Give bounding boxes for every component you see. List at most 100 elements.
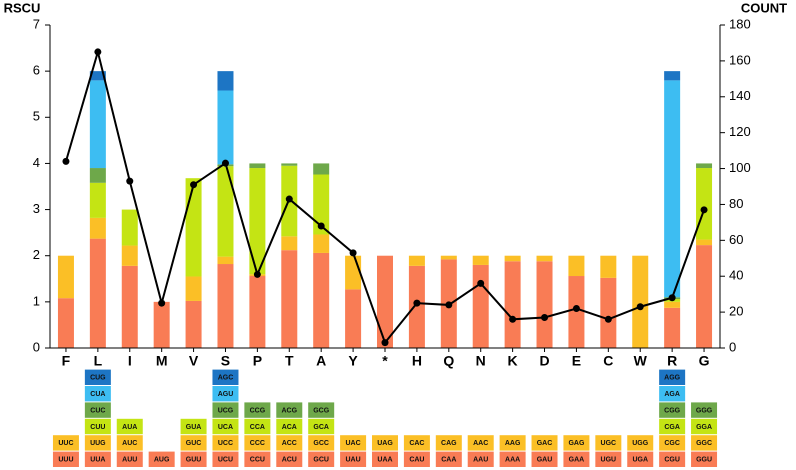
bar-segment — [281, 250, 298, 348]
bar-segment — [600, 255, 617, 278]
codon-label: AAC — [473, 440, 488, 447]
codon-box — [180, 451, 207, 467]
bar-segment — [217, 166, 234, 257]
codon-box — [595, 435, 622, 451]
codon-label: AAA — [505, 457, 520, 464]
codon-label: GUU — [186, 457, 202, 464]
codon-box — [276, 435, 303, 451]
codon-label: GCC — [313, 440, 329, 447]
codon-box — [52, 451, 79, 467]
bar-segment — [89, 182, 106, 218]
bar-segment — [217, 256, 234, 265]
codon-box — [84, 386, 111, 402]
y-tick-label: 6 — [33, 63, 40, 78]
codon-box — [372, 435, 398, 451]
bar-segment — [536, 261, 553, 348]
codon-label: UGC — [601, 440, 617, 447]
x-tick-label: R — [667, 353, 677, 369]
codon-label: AGA — [664, 391, 680, 398]
count-point — [126, 177, 134, 185]
x-tick-label: G — [699, 353, 710, 369]
codon-label: CUC — [90, 407, 105, 414]
codon-label: AUA — [122, 424, 137, 431]
bar-segment — [153, 301, 170, 348]
codon-label: UCA — [218, 424, 233, 431]
codon-label: GGU — [696, 457, 712, 464]
bar-segment — [696, 168, 713, 240]
codon-label: UUU — [58, 457, 73, 464]
codon-box — [84, 369, 111, 385]
y2-tick-label: 60 — [729, 232, 743, 247]
count-point — [221, 159, 229, 167]
codon-box — [691, 402, 718, 418]
count-point — [158, 299, 166, 307]
codon-label: AGU — [218, 391, 234, 398]
codon-box — [563, 451, 590, 467]
bar-segment — [345, 289, 362, 348]
x-tick-label: W — [634, 353, 648, 369]
codon-box — [212, 435, 239, 451]
x-tick-label: L — [94, 353, 103, 369]
codon-label: CUU — [90, 424, 105, 431]
y2-tick-label: 120 — [729, 124, 751, 139]
codon-box — [531, 451, 558, 467]
codon-box — [244, 418, 271, 435]
count-point — [509, 315, 517, 323]
bar-segment — [504, 255, 521, 262]
y2-tick-label: 40 — [729, 268, 743, 283]
codon-box — [467, 451, 494, 467]
codon-box — [308, 418, 335, 435]
codon-label: GAU — [537, 457, 553, 464]
codon-box — [659, 402, 686, 418]
codon-box — [276, 402, 303, 418]
codon-label: GAG — [568, 440, 585, 447]
codon-label: CCC — [250, 440, 265, 447]
codon-label: UCC — [218, 440, 233, 447]
codon-label: AGG — [664, 375, 681, 382]
codon-label: AUU — [122, 457, 137, 464]
codon-box — [116, 451, 143, 467]
codon-label: AUC — [122, 440, 137, 447]
y-tick-label: 0 — [33, 339, 40, 354]
count-point — [349, 249, 357, 257]
count-point — [541, 313, 549, 321]
codon-label: GAA — [569, 457, 585, 464]
bar-segment — [89, 168, 106, 183]
x-tick-label: T — [285, 353, 294, 369]
bar-segment — [408, 255, 425, 266]
y2-tick-label: 100 — [729, 160, 751, 175]
codon-label: CCA — [250, 424, 265, 431]
x-tick-label: H — [412, 353, 422, 369]
codon-label: AAU — [473, 457, 488, 464]
y-tick-label: 1 — [33, 293, 40, 308]
codon-box — [244, 435, 271, 451]
bar-segment — [89, 238, 106, 348]
count-point — [477, 279, 485, 287]
codon-box — [659, 418, 686, 435]
y2-axis-title: COUNT — [741, 0, 787, 15]
x-tick-label: N — [476, 353, 486, 369]
codon-label: GGC — [696, 440, 712, 447]
codon-box — [340, 435, 367, 451]
codon-label: CAG — [441, 440, 457, 447]
bar-segment — [249, 168, 266, 275]
codon-label: CCU — [250, 457, 265, 464]
bar-segment — [121, 245, 138, 266]
count-point — [381, 339, 389, 347]
bar-segment — [472, 255, 489, 265]
y-tick-label: 4 — [33, 155, 40, 170]
codon-label: UGU — [601, 457, 617, 464]
y2-tick-label: 160 — [729, 52, 751, 67]
bar-segment — [185, 178, 202, 277]
codon-label: GCG — [313, 407, 330, 414]
codon-box — [52, 435, 79, 451]
codon-box — [499, 435, 526, 451]
codon-label: GCA — [313, 424, 329, 431]
codon-box — [244, 451, 271, 467]
codon-label: GUA — [186, 424, 202, 431]
codon-label: UGA — [632, 457, 648, 464]
codon-box — [627, 451, 654, 467]
bar-segment — [57, 255, 74, 299]
bar-segment — [472, 264, 489, 348]
